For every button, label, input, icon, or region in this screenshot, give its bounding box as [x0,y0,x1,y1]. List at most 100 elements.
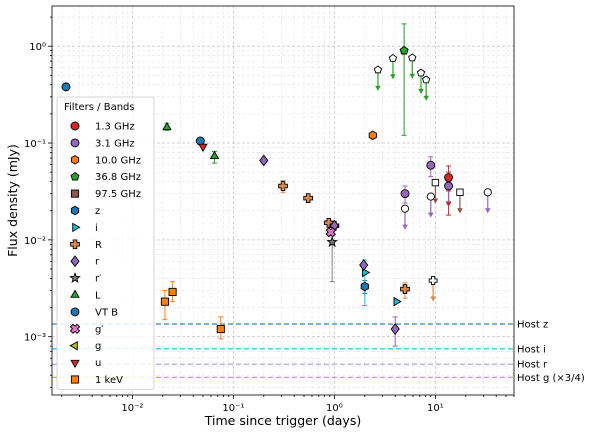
data-point-z [360,281,369,292]
legend-marker-r [70,255,80,268]
legend-label-u: u [95,358,101,369]
legend-marker-3-1-ghz [70,138,80,148]
upper-limit-arrowhead-3-1-ghz [427,212,434,218]
host-line-label: Host r [517,360,548,371]
data-point-vt-b [61,82,71,92]
legend-title: Filters / Bands [64,102,135,113]
data-point-r [400,284,410,294]
upper-limit-arrowhead-3-1-ghz [484,208,491,214]
legend-label-97-5-ghz: 97.5 GHz [95,189,141,200]
data-point-r [390,323,400,335]
data-point-3-1-ghz-upper-limit [426,192,435,201]
legend-label-r: r [95,257,100,268]
legend-marker-1-kev [70,375,80,384]
data-point-r [326,235,338,247]
legend-label-i: i [95,223,98,234]
data-point-r [259,154,269,167]
x-tick-label: 10⁻¹ [222,403,244,414]
upper-limit-arrowhead-97-5-ghz [432,198,439,204]
legend-marker-10-0-ghz [70,155,80,165]
x-tick-label: 10⁻² [121,403,143,414]
data-point-g [325,227,336,238]
data-point-3-1-ghz [426,160,436,170]
data-point-u [198,143,208,153]
legend-label-r: r′ [95,274,102,285]
upper-limit-arrowhead-3-1-ghz [402,224,408,230]
legend-entries: 1.3 GHz 3.1 GHz 10.0 GHz 36.8 GHz 97.5 GHz zi… [69,121,141,386]
data-point-r [303,193,314,203]
upper-limit-arrowhead-1-3-ghz [445,201,452,207]
legend-marker-r [70,239,80,250]
data-point-vt-b [195,136,205,146]
legend-marker-g-shape [69,323,81,334]
legend-marker-l [70,289,80,298]
data-point-l [209,150,220,160]
upper-limit-arrowhead-36-8-ghz [418,88,424,94]
x-axis-label: Time since trigger (days) [204,413,361,428]
legend-label-z: z [95,206,100,217]
legend-label-10-0-ghz: 10.0 GHz [95,155,141,166]
legend-marker-vt-b [70,307,80,317]
data-point-97-5-ghz-upper-limit [456,188,464,196]
host-line-label: Host g (×3/4) [517,373,585,384]
legend-marker-g [69,323,81,334]
data-point-1-kev [160,297,169,306]
legend-label-1-3-ghz: 1.3 GHz [95,122,135,133]
legend-marker-r [69,272,81,284]
legend-box [56,96,155,390]
data-point-i [393,296,402,307]
legend-label-r: R [95,240,102,251]
y-tick-label: 10⁻³ [24,333,46,344]
x-tick-label: 10⁰ [326,403,343,414]
data-point-36-8-ghz-upper-limit [408,53,417,62]
data-point-36-8-ghz-upper-limit [416,68,426,77]
x-tick-label: 10¹ [427,403,444,414]
data-point-10-0-ghz [368,130,377,141]
upper-limit-arrowhead-36-8-ghz [390,74,396,80]
legend-label-g: g [95,341,101,352]
legend-marker-36-8-ghz [70,171,80,181]
data-point-36-8-ghz-upper-limit [388,53,398,62]
legend: Filters / Bands 1.3 GHz 3.1 GHz 10.0 GHz 36… [56,96,155,390]
data-point-1-kev [216,324,225,334]
upper-limit-arrowhead-36-8-ghz [409,73,416,79]
tick-labels-layer: 10⁻² 10⁻¹ 10⁰ 10¹ 10⁻³ 10⁻² 10⁻¹ 10⁰ [24,42,444,414]
data-marks-layer [61,45,492,335]
data-point-36-8-ghz-upper-limit [422,75,431,84]
legend-label-vt-b: VT B [95,307,118,318]
y-tick-label: 10⁻² [24,236,46,247]
data-point-i [362,267,371,278]
upper-limit-arrowhead-r [430,296,436,302]
legend-marker-97-5-ghz [70,189,80,198]
legend-label-l: L [95,291,101,302]
legend-label-3-1-ghz: 3.1 GHz [95,138,135,149]
plot-frame [51,5,515,396]
data-point-1-3-ghz [444,173,454,182]
legend-marker-z [70,205,80,216]
legend-marker-u [70,359,80,369]
legend-marker-i [72,222,81,233]
data-point-g-shape [325,227,336,238]
host-labels-layer: Host z Host i Host r Host g (×3/4) [517,320,585,384]
data-point-3-1-ghz [444,181,454,191]
y-tick-label: 10⁰ [29,42,46,53]
data-point-36-8-ghz [399,45,409,55]
legend-label-g: g′ [95,324,104,335]
upper-limit-arrowhead-36-8-ghz [423,95,429,101]
data-point-3-1-ghz-upper-limit [400,204,410,213]
data-point-3-1-ghz-upper-limit [483,188,492,197]
data-point-1-kev [168,287,177,296]
data-point-r [359,259,369,271]
data-point-r-upper-limit [428,276,438,285]
y-axis-label: Flux density (mJy) [5,144,20,257]
upper-limit-arrowhead-97-5-ghz [457,208,463,214]
host-line-label: Host i [517,344,546,355]
legend-label-1-kev: 1 keV [95,375,123,386]
y-tick-label: 10⁻¹ [24,139,46,150]
legend-marker-1-3-ghz [70,121,80,131]
upper-limit-arrowhead-36-8-ghz [375,85,381,91]
data-point-l [162,121,172,131]
legend-label-36-8-ghz: 36.8 GHz [95,172,141,183]
data-point-r [278,181,288,191]
